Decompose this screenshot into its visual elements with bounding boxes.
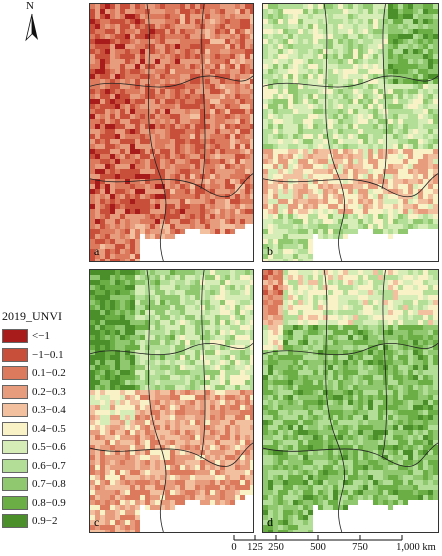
legend: 2019_UNVI <−1 −1−0.1 0.1−0.2 0.2−0.3 0.3−0.4… (2, 309, 66, 531)
legend-swatch (2, 421, 28, 436)
north-arrow-icon (25, 13, 38, 42)
legend-label: <−1 (32, 330, 50, 343)
raster-map-d (263, 270, 438, 532)
scale-tick-label: 750 (352, 542, 368, 553)
scale-tick-label: 250 (268, 542, 284, 553)
scale-bar-line (233, 535, 403, 541)
legend-title: 2019_UNVI (2, 309, 62, 323)
legend-swatch (2, 495, 28, 510)
legend-swatch (2, 366, 28, 381)
legend-item: 0.3−0.4 (2, 401, 66, 420)
scale-bar: 0 125 250 500 750 1,000 km (231, 534, 436, 556)
scale-tick-label: 500 (310, 542, 326, 553)
scale-tick-label: 125 (247, 542, 263, 553)
legend-label: 0.5−0.6 (32, 441, 66, 454)
legend-swatch (2, 458, 28, 473)
legend-swatch (2, 477, 28, 492)
panel-label-b: b (267, 244, 273, 258)
panel-label-a: a (94, 244, 100, 258)
panel-label-c: c (94, 515, 100, 529)
scale-tick-label: 1,000 km (396, 542, 436, 553)
scale-tick-label: 0 (231, 542, 237, 553)
legend-label: 0.7−0.8 (32, 478, 66, 491)
legend-swatch (2, 347, 28, 362)
legend-swatch (2, 329, 28, 344)
legend-label: 0.2−0.3 (32, 385, 66, 398)
legend-item: 0.5−0.6 (2, 438, 66, 457)
legend-item: 0.6−0.7 (2, 457, 66, 476)
legend-item: 0.8−0.9 (2, 494, 66, 513)
legend-swatch (2, 403, 28, 418)
legend-swatch (2, 384, 28, 399)
legend-swatch (2, 440, 28, 455)
legend-label: 0.9−2 (32, 515, 58, 528)
legend-label: 0.6−0.7 (32, 459, 66, 472)
legend-item: 0.7−0.8 (2, 475, 66, 494)
legend-label: 0.4−0.5 (32, 422, 66, 435)
legend-label: 0.8−0.9 (32, 496, 66, 509)
legend-swatch (2, 514, 28, 529)
panel-label-d: d (267, 515, 273, 529)
map-panel-a: a (89, 3, 254, 262)
legend-item: −1−0.1 (2, 346, 66, 365)
north-arrow-label: N (26, 0, 34, 12)
legend-label: −1−0.1 (32, 348, 64, 361)
legend-item: 0.9−2 (2, 512, 66, 531)
legend-item: 0.2−0.3 (2, 383, 66, 402)
legend-label: 0.3−0.4 (32, 404, 66, 417)
map-panel-d: d (262, 269, 439, 533)
map-panel-b: b (262, 3, 439, 262)
legend-item: 0.1−0.2 (2, 364, 66, 383)
map-panel-c: c (89, 269, 254, 533)
raster-map-a (90, 4, 253, 261)
legend-item: <−1 (2, 327, 66, 346)
legend-item: 0.4−0.5 (2, 420, 66, 439)
raster-map-b (263, 4, 438, 261)
raster-map-c (90, 270, 253, 532)
legend-label: 0.1−0.2 (32, 367, 66, 380)
legend-items: <−1 −1−0.1 0.1−0.2 0.2−0.3 0.3−0.4 0.4−0.5 0.5… (2, 327, 66, 531)
